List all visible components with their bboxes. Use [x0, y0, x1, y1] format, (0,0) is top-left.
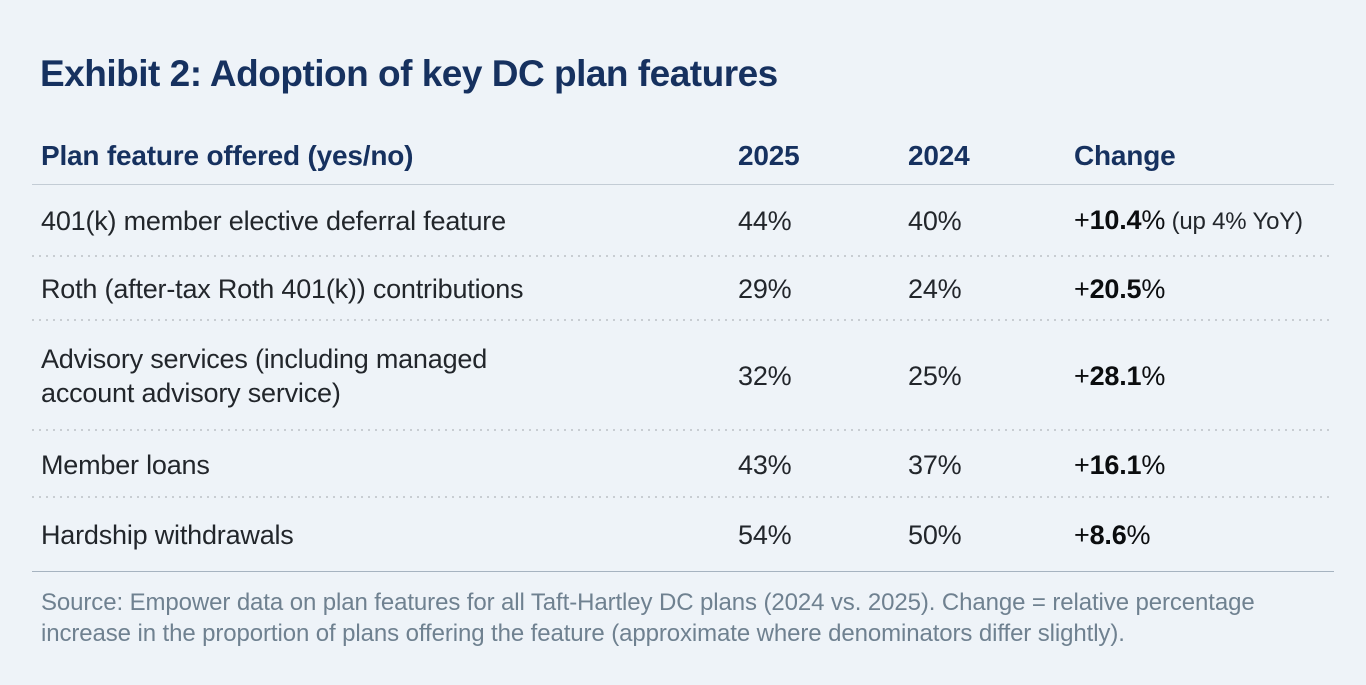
feature-label: Roth (after-tax Roth 401(k)) contributio… — [41, 274, 524, 304]
change-percent-sign: % — [1141, 274, 1166, 304]
value-2025: 54% — [738, 520, 792, 550]
value-2025: 29% — [738, 274, 792, 304]
table-row: Advisory services (including managed acc… — [32, 321, 1334, 431]
change-percent-sign: % — [1141, 361, 1166, 391]
source-note: Source: Empower data on plan features fo… — [41, 589, 1255, 647]
change-value-cell: +28.1% — [1074, 359, 1334, 393]
value-2024: 25% — [908, 361, 962, 391]
column-header-change: Change — [1074, 140, 1176, 171]
column-header-feature: Plan feature offered (yes/no) — [41, 140, 414, 171]
table-header-row: Plan feature offered (yes/no) 2025 2024 … — [32, 95, 1334, 185]
value-2024: 50% — [908, 520, 962, 550]
change-percent-sign: % — [1141, 205, 1166, 235]
feature-label: Member loans — [41, 449, 210, 480]
change-sign: + — [1074, 205, 1090, 235]
change-sign: + — [1074, 449, 1090, 480]
value-2024: 24% — [908, 274, 962, 304]
change-sign: + — [1074, 361, 1090, 391]
feature-label: Hardship withdrawals — [41, 520, 294, 550]
value-2024: 37% — [908, 449, 962, 480]
change-number: 16.1 — [1089, 449, 1142, 480]
value-2025: 43% — [738, 449, 792, 480]
change-value-cell: +16.1% — [1074, 448, 1334, 482]
value-2024: 40% — [908, 206, 962, 236]
table-row: Hardship withdrawals 54% 50% +8.6% — [32, 498, 1334, 572]
change-number: 20.5 — [1089, 274, 1142, 304]
feature-label: 401(k) member elective deferral feature — [41, 206, 506, 236]
table-row: Member loans 43% 37% +16.1% — [32, 431, 1334, 498]
change-number: 10.4 — [1089, 205, 1142, 235]
change-number: 28.1 — [1089, 361, 1142, 391]
change-note: (up 4% YoY) — [1165, 208, 1303, 235]
plan-features-table: Plan feature offered (yes/no) 2025 2024 … — [32, 95, 1334, 572]
value-2025: 44% — [738, 206, 792, 236]
change-percent-sign: % — [1126, 520, 1151, 550]
column-header-2025: 2025 — [738, 140, 800, 171]
change-value-cell: +10.4% (up 4% YoY) — [1074, 203, 1334, 239]
change-percent-sign: % — [1141, 449, 1166, 480]
exhibit-title: Exhibit 2: Adoption of key DC plan featu… — [40, 53, 778, 94]
change-sign: + — [1074, 274, 1090, 304]
table-row: Roth (after-tax Roth 401(k)) contributio… — [32, 257, 1334, 321]
value-2025: 32% — [738, 361, 792, 391]
feature-label: Advisory services (including managed acc… — [41, 344, 488, 408]
table-row: 401(k) member elective deferral feature … — [32, 185, 1334, 257]
change-number: 8.6 — [1089, 520, 1127, 550]
change-sign: + — [1074, 520, 1090, 550]
column-header-2024: 2024 — [908, 140, 970, 171]
change-value-cell: +8.6% — [1074, 518, 1334, 552]
change-value-cell: +20.5% — [1074, 272, 1334, 306]
